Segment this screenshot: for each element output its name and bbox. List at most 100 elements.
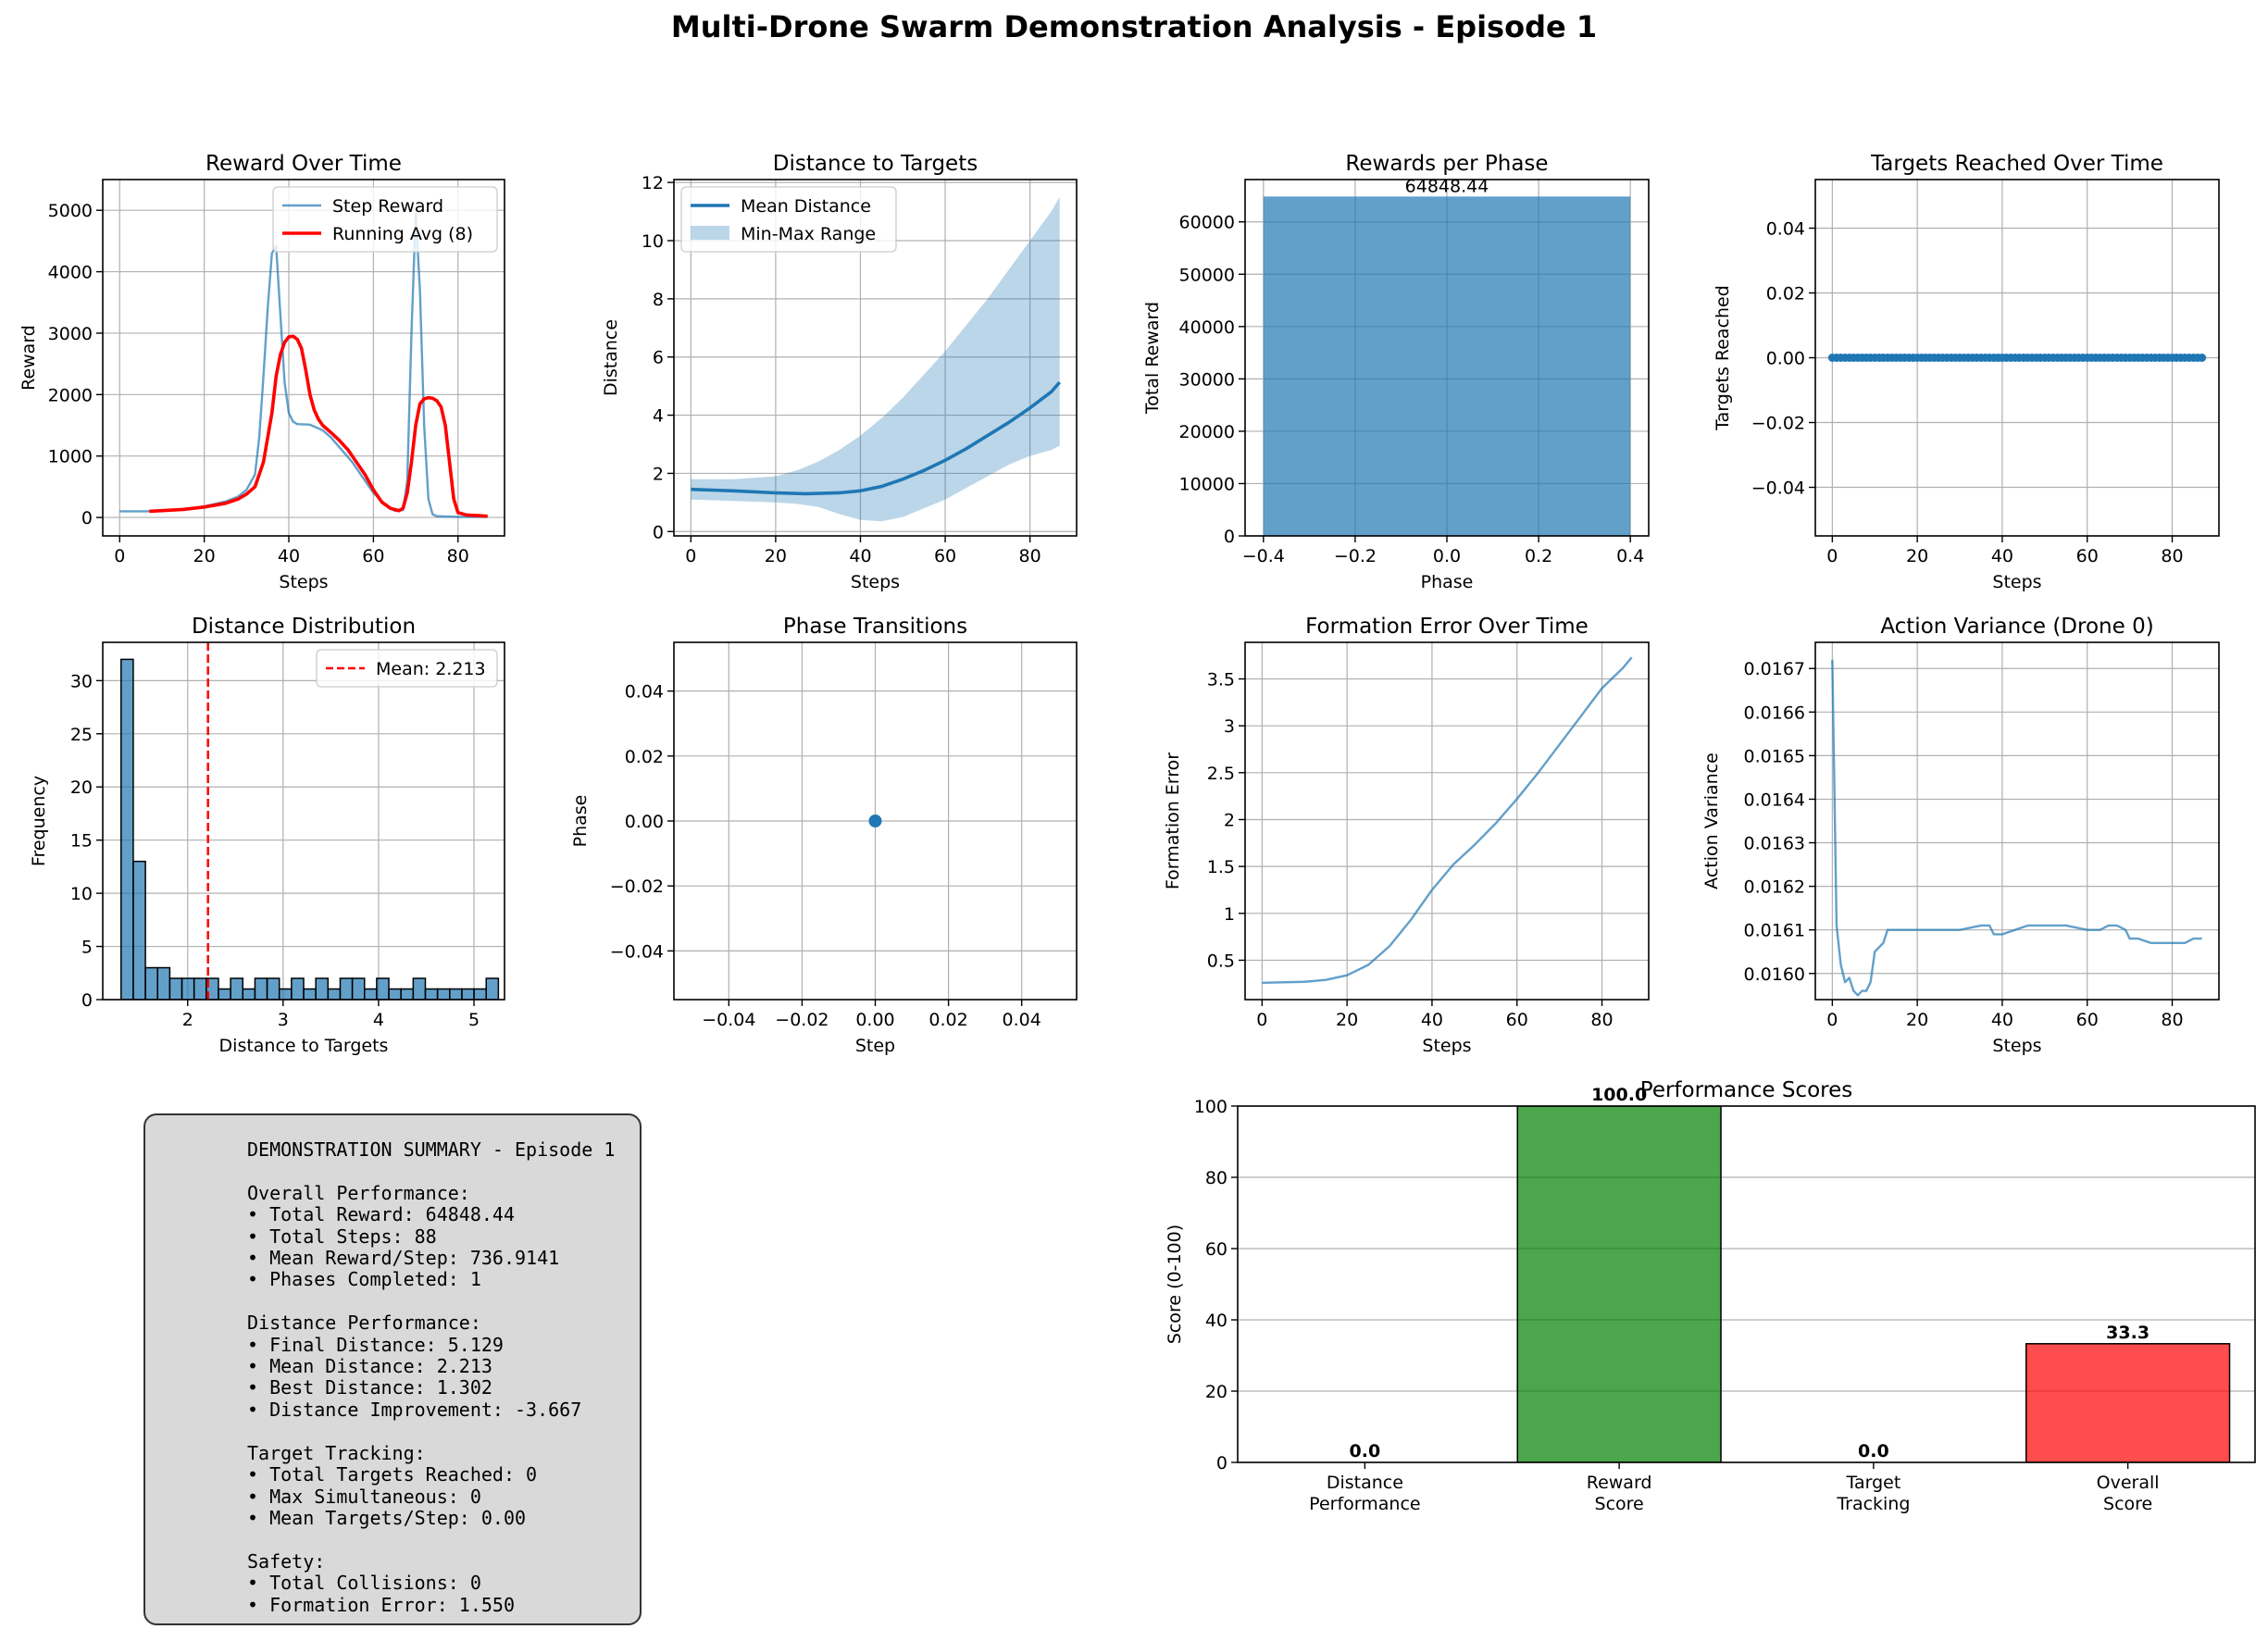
axes-frame	[1244, 641, 1650, 1001]
y-tick-label: 80	[1205, 1168, 1227, 1188]
y-tick-label: 2.5	[1207, 764, 1235, 784]
y-tick-label: 25	[70, 725, 93, 745]
score-value-label: 0.0	[1858, 1441, 1889, 1461]
y-tick-label: 40	[1205, 1311, 1227, 1331]
plot-area	[868, 814, 882, 827]
histogram-bar	[144, 966, 158, 1000]
summary-line: • Distance Improvement: -3.667	[247, 1398, 582, 1421]
summary-line	[247, 1291, 640, 1312]
y-tick-label: 3.5	[1207, 670, 1235, 690]
chart-title: Phase Transitions	[783, 615, 967, 639]
plot-area	[1827, 354, 2207, 362]
summary-line: • Mean Reward/Step: 736.9141	[247, 1247, 560, 1270]
y-tick-label: 10	[70, 884, 93, 904]
y-tick-label: 0.04	[625, 682, 664, 703]
x-tick-label: 60	[1506, 1010, 1528, 1030]
x-axis-label: Step	[855, 1036, 895, 1056]
x-tick-label: 80	[2161, 1010, 2183, 1030]
y-tick-label: 0	[1216, 1453, 1227, 1474]
y-tick-label: 0.5	[1207, 951, 1235, 971]
chart-title: Distance to Targets	[773, 152, 978, 176]
x-tick-label: 40	[278, 546, 300, 566]
y-tick-label: 8	[653, 290, 664, 310]
y-axis-label: Formation Error	[1163, 752, 1183, 889]
summary-line: • Phases Completed: 1	[247, 1268, 481, 1291]
y-axis-label: Frequency	[29, 776, 49, 866]
x-tick-label: 0.4	[1616, 546, 1644, 566]
chart-targets: −0.04 −0.02 0.00 0.02 0.04 0 20 40 60 80 Targets R…	[1713, 152, 2220, 592]
summary-line: • Total Reward: 64848.44	[247, 1203, 515, 1226]
x-tick-label: 40	[1991, 546, 2013, 566]
x-tick-label: 0	[1826, 546, 1838, 566]
y-tick-label: 15	[70, 831, 93, 852]
x-tick-label: 0.0	[1433, 546, 1461, 566]
legend-label: Mean: 2.213	[376, 659, 486, 679]
x-tick-label: 3	[278, 1010, 289, 1030]
y-tick-label: 10	[642, 231, 664, 252]
legend: Step Reward Running Avg (8)	[272, 186, 498, 253]
y-tick-label: 0.0166	[1744, 703, 1805, 723]
x-tick-label: 20	[1906, 546, 1928, 566]
histogram-bar	[424, 988, 439, 1000]
summary-line: • Mean Targets/Step: 0.00	[247, 1506, 527, 1529]
x-tick-label: 60	[2076, 1010, 2099, 1030]
series-line	[1262, 656, 1633, 984]
y-tick-label: 0.0164	[1744, 790, 1805, 810]
y-axis-label: Reward	[19, 325, 39, 391]
histogram-bar	[168, 977, 183, 1000]
y-tick-label: 2	[653, 464, 664, 484]
legend-label: Min-Max Range	[741, 224, 876, 244]
y-axis-label: Targets Reached	[1713, 285, 1733, 431]
axes-frame	[102, 641, 505, 1001]
y-axis-label: Action Variance	[1701, 752, 1722, 889]
x-tick-label: −0.4	[1242, 546, 1285, 566]
summary-line: • Total Collisions: 0	[247, 1572, 481, 1595]
histogram-bar	[132, 860, 146, 1000]
chart-phase_rewards: 64848.44 0 10000 20000 30000 40000 50000 60000 −…	[1142, 152, 1650, 592]
x-tick-label: 40	[849, 546, 871, 566]
y-tick-label: 40000	[1179, 317, 1235, 338]
y-tick-label: 0.00	[625, 812, 664, 832]
x-tick-label: 0	[1256, 1010, 1267, 1030]
histogram-bar	[193, 977, 207, 1000]
legend-frame	[680, 186, 897, 253]
x-category-label: Target Tracking	[1836, 1473, 1910, 1514]
x-tick-label: 60	[362, 546, 384, 566]
summary-line: • Final Distance: 5.129	[247, 1333, 504, 1356]
chart-formation: 0.5 1 1.5 2 2.5 3 3.5 0 20 40 60 80 Formation Error …	[1163, 615, 1650, 1056]
axes-frame	[1814, 641, 2220, 1001]
y-tick-label: 0.0161	[1744, 921, 1805, 941]
series-line	[1831, 659, 2202, 997]
x-tick-label: 0.04	[1003, 1010, 1041, 1030]
histogram-bar	[327, 988, 342, 1000]
histogram-bar	[266, 977, 280, 1000]
y-tick-label: 0	[653, 522, 664, 542]
histogram-bar	[351, 977, 366, 1000]
x-category-label: Reward Score	[1587, 1473, 1652, 1514]
series-line	[691, 380, 1062, 496]
y-tick-label: 0.02	[625, 747, 664, 767]
x-tick-label: 4	[373, 1010, 384, 1030]
chart-title: Performance Scores	[1640, 1078, 1852, 1102]
y-tick-label: 6	[653, 348, 664, 368]
plot-area	[1831, 659, 2202, 997]
chart-title: Distance Distribution	[192, 615, 416, 639]
chart-dist_hist: 0 5 10 15 20 25 30 2 3 4 5 Distance Distribution Dis…	[29, 615, 505, 1056]
y-tick-label: 5000	[48, 201, 93, 221]
summary-line: • Max Simultaneous: 0	[247, 1485, 481, 1508]
y-tick-label: 0.04	[1766, 219, 1805, 240]
y-tick-label: 20	[70, 777, 93, 798]
y-tick-label: 0.02	[1766, 284, 1805, 305]
x-category-label: Overall Score	[2097, 1473, 2160, 1514]
summary-line	[247, 1421, 640, 1442]
legend-label: Running Avg (8)	[332, 224, 473, 244]
x-tick-label: 5	[468, 1010, 480, 1030]
x-tick-label: 0	[1826, 1010, 1838, 1030]
summary-line: • Best Distance: 1.302	[247, 1376, 492, 1399]
x-tick-label: 0	[685, 546, 696, 566]
summary-line: Safety:	[247, 1549, 326, 1573]
y-tick-label: 30	[70, 671, 93, 691]
series-marker	[2198, 354, 2207, 362]
x-tick-label: 0	[114, 546, 125, 566]
